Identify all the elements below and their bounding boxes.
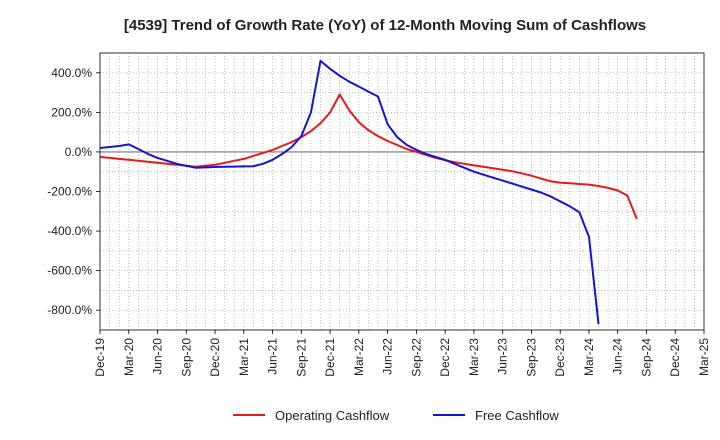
y-tick-label: -400.0% <box>47 224 92 238</box>
legend-label-operating-cashflow: Operating Cashflow <box>275 408 390 423</box>
x-tick-label: Sep-24 <box>639 338 653 377</box>
x-tick-label: Jun-20 <box>151 338 165 375</box>
x-tick-label: Mar-21 <box>237 338 251 376</box>
x-tick-label: Dec-22 <box>438 338 452 377</box>
chart-legend: Operating Cashflow Free Cashflow <box>233 408 559 423</box>
y-tick-label: 400.0% <box>51 66 92 80</box>
x-tick-label: Mar-25 <box>697 338 711 376</box>
free-cashflow-line <box>99 59 600 325</box>
x-tick-label: Jun-24 <box>611 338 625 375</box>
y-tick-label: -200.0% <box>47 185 92 199</box>
x-axis-ticks: Dec-19 Mar-20 Jun-20 Sep-20 Dec-20 Mar-21 Jun-… <box>93 330 711 377</box>
y-tick-label: 200.0% <box>51 105 92 119</box>
x-tick-label: Sep-21 <box>294 338 308 377</box>
y-tick-label: 0.0% <box>65 145 93 159</box>
x-tick-label: Mar-20 <box>122 338 136 376</box>
x-tick-label: Dec-23 <box>553 338 567 377</box>
plot-series <box>99 59 638 325</box>
x-tick-label: Dec-24 <box>668 338 682 377</box>
legend-label-free-cashflow: Free Cashflow <box>475 408 559 423</box>
chart-title: [4539] Trend of Growth Rate (YoY) of 12-… <box>124 17 646 34</box>
x-tick-label: Dec-21 <box>323 338 337 377</box>
x-tick-label: Jun-23 <box>496 338 510 375</box>
x-tick-label: Mar-22 <box>352 338 366 376</box>
x-tick-label: Mar-23 <box>467 338 481 376</box>
x-tick-label: Dec-19 <box>93 338 107 377</box>
y-tick-label: -800.0% <box>47 303 92 317</box>
plot-grid <box>100 53 704 330</box>
x-tick-label: Jun-21 <box>266 338 280 375</box>
y-tick-label: -600.0% <box>47 264 92 278</box>
x-tick-label: Mar-24 <box>582 338 596 376</box>
x-tick-label: Sep-23 <box>524 338 538 377</box>
x-tick-label: Jun-22 <box>381 338 395 375</box>
x-tick-label: Sep-22 <box>409 338 423 377</box>
y-axis-ticks: 400.0% 200.0% 0.0% -200.0% -400.0% -600.0% -80… <box>47 66 100 317</box>
x-tick-label: Dec-20 <box>208 338 222 377</box>
x-tick-label: Sep-20 <box>179 338 193 377</box>
